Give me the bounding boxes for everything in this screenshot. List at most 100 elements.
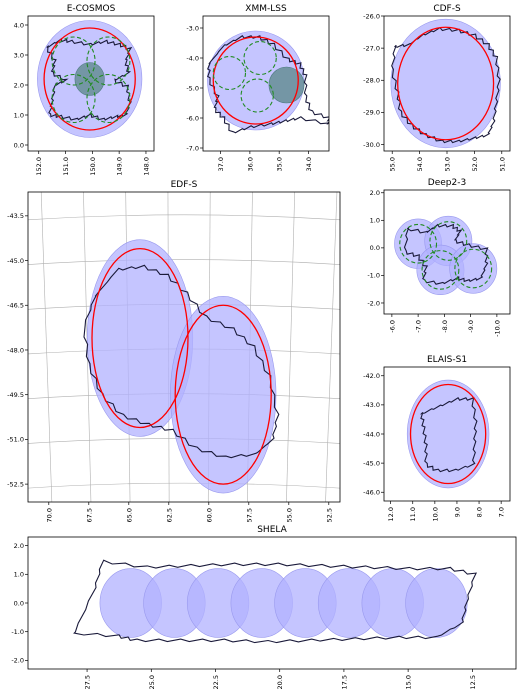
footprint-green-circle bbox=[429, 221, 468, 261]
y-tick-label: -44.0 bbox=[363, 430, 380, 438]
panel-title: EDF-S bbox=[171, 180, 198, 190]
footprint-red-circle bbox=[174, 304, 272, 485]
y-tick-label: -43.0 bbox=[363, 401, 380, 409]
plot-area bbox=[394, 215, 498, 296]
y-tick-label: -28.0 bbox=[363, 77, 380, 85]
x-tick-label: 15.0 bbox=[405, 675, 413, 689]
y-tick-label: -26.0 bbox=[363, 12, 380, 20]
y-tick-label: 4.0 bbox=[14, 21, 24, 29]
x-tick-label: 22.5 bbox=[212, 675, 220, 689]
grid-meridian bbox=[325, 192, 338, 502]
x-tick-label: 12.5 bbox=[469, 675, 477, 689]
panel-title: Deep2-3 bbox=[428, 178, 466, 188]
grid-parallel bbox=[28, 259, 340, 265]
x-tick-label: 8.0 bbox=[476, 507, 484, 517]
panel-title: SHELA bbox=[257, 525, 287, 535]
y-tick-label: 0.0 bbox=[14, 599, 24, 607]
plot-area bbox=[390, 18, 501, 149]
x-tick-label: -8.0 bbox=[441, 320, 449, 333]
axes-frame bbox=[27, 15, 155, 152]
y-tick-label: -48.0 bbox=[7, 346, 24, 354]
y-tick-label: -2.0 bbox=[367, 299, 380, 307]
y-tick-label: 2.0 bbox=[370, 189, 380, 197]
panel-title: E-COSMOS bbox=[67, 4, 116, 14]
y-tick-label: -45.0 bbox=[363, 459, 380, 467]
x-tick-label: 70.0 bbox=[45, 508, 53, 522]
footprint-dark-circle bbox=[268, 66, 305, 104]
x-tick-label: -6.0 bbox=[388, 320, 396, 333]
footprint-fill-circle bbox=[390, 18, 501, 149]
grid-meridian bbox=[286, 192, 295, 502]
x-tick-label: 151.0 bbox=[62, 157, 70, 176]
y-tick-label: -46.0 bbox=[363, 489, 380, 497]
y-tick-label: -2.0 bbox=[11, 657, 24, 665]
footprint-green-circle bbox=[86, 73, 131, 124]
footprint-fill-circle bbox=[207, 30, 305, 131]
footprint-red-circle bbox=[91, 247, 189, 429]
panel-xmm-lss: XMM-LSS 37.0 36.0 35.0 34.0 -3.0 -4.0 -5.0 -6.0 -… bbox=[186, 4, 330, 171]
y-tick-label: -4.0 bbox=[186, 54, 199, 62]
x-tick-label: 27.5 bbox=[84, 675, 92, 689]
y-tick-label: -1.0 bbox=[11, 628, 24, 636]
x-tick-label: 149.0 bbox=[116, 157, 124, 176]
plot-area bbox=[73, 559, 478, 644]
footprint-fill-circle bbox=[170, 296, 277, 494]
footprint-green-circle bbox=[51, 36, 96, 86]
axes-frame bbox=[27, 191, 341, 503]
x-tick-label: 65.0 bbox=[125, 508, 133, 522]
footprint-red-circle bbox=[43, 27, 136, 131]
x-tick-label: 10.0 bbox=[431, 507, 439, 521]
x-tick-label: 12.0 bbox=[387, 507, 395, 521]
x-tick-label: -7.0 bbox=[415, 320, 423, 333]
panel-e-cosmos: E-COSMOS 152.0 151.0 150.0 149.0 148.0 4.0 3.0 2… bbox=[14, 4, 155, 176]
y-tick-label: -29.0 bbox=[363, 109, 380, 117]
plot-area bbox=[406, 379, 490, 489]
y-tick-label: -49.5 bbox=[7, 391, 24, 399]
x-tick-label: 52.5 bbox=[325, 508, 333, 522]
x-tick-label: 60.0 bbox=[205, 508, 213, 522]
panel-elais-s1: ELAIS-S1 12.0 11.0 10.0 9.0 8.0 7.0 -42.0 -43.0 -… bbox=[363, 355, 511, 521]
x-tick-label: -10.0 bbox=[493, 320, 501, 337]
x-tick-label: 51.0 bbox=[498, 157, 506, 171]
footprint-green-circle bbox=[86, 36, 131, 86]
survey-outline bbox=[419, 396, 478, 473]
grid-meridian bbox=[40, 192, 53, 502]
y-tick-label: 3.0 bbox=[14, 51, 24, 59]
panel-deep2-3: Deep2-3 -6.0 -7.0 -8.0 -9.0 -10.0 2.0 1.0 0.0 -1.… bbox=[367, 178, 511, 337]
survey-outline bbox=[73, 559, 478, 644]
footprint-red-circle bbox=[212, 36, 299, 125]
x-tick-label: 52.0 bbox=[471, 157, 479, 171]
footprint-green-circle bbox=[240, 78, 274, 113]
grid-parallel bbox=[28, 482, 340, 489]
y-tick-label: -7.0 bbox=[186, 144, 199, 152]
plot-area bbox=[207, 30, 329, 134]
footprint-green-circle bbox=[51, 73, 96, 124]
grid-parallel bbox=[28, 214, 340, 221]
y-tick-label: 1.0 bbox=[14, 571, 24, 579]
y-tick-label: -46.5 bbox=[7, 302, 24, 310]
y-tick-label: -52.5 bbox=[7, 480, 24, 488]
footprint-fill-circle bbox=[406, 379, 490, 489]
x-tick-label: 57.5 bbox=[245, 508, 253, 522]
x-tick-label: 36.0 bbox=[246, 157, 254, 171]
y-tick-label: -30.0 bbox=[363, 141, 380, 149]
x-tick-label: 34.0 bbox=[305, 157, 313, 171]
x-tick-label: 53.0 bbox=[444, 157, 452, 171]
y-tick-label: -6.0 bbox=[186, 114, 199, 122]
axes-frame bbox=[383, 189, 511, 315]
y-tick-label: 2.0 bbox=[14, 542, 24, 550]
footprint-red-circle bbox=[397, 26, 495, 141]
panel-title: XMM-LSS bbox=[245, 4, 287, 14]
y-tick-label: 0.0 bbox=[14, 141, 24, 149]
x-tick-label: 9.0 bbox=[453, 507, 461, 517]
footprint-green-circle bbox=[243, 40, 277, 76]
footprint-green-circle bbox=[421, 250, 460, 290]
y-tick-label: -45.0 bbox=[7, 257, 24, 265]
x-tick-label: -9.0 bbox=[467, 320, 475, 333]
x-tick-label: 35.0 bbox=[276, 157, 284, 171]
x-tick-label: 62.5 bbox=[165, 508, 173, 522]
panel-title: ELAIS-S1 bbox=[427, 355, 467, 365]
survey-outline bbox=[207, 35, 329, 134]
axes-frame bbox=[202, 15, 330, 152]
